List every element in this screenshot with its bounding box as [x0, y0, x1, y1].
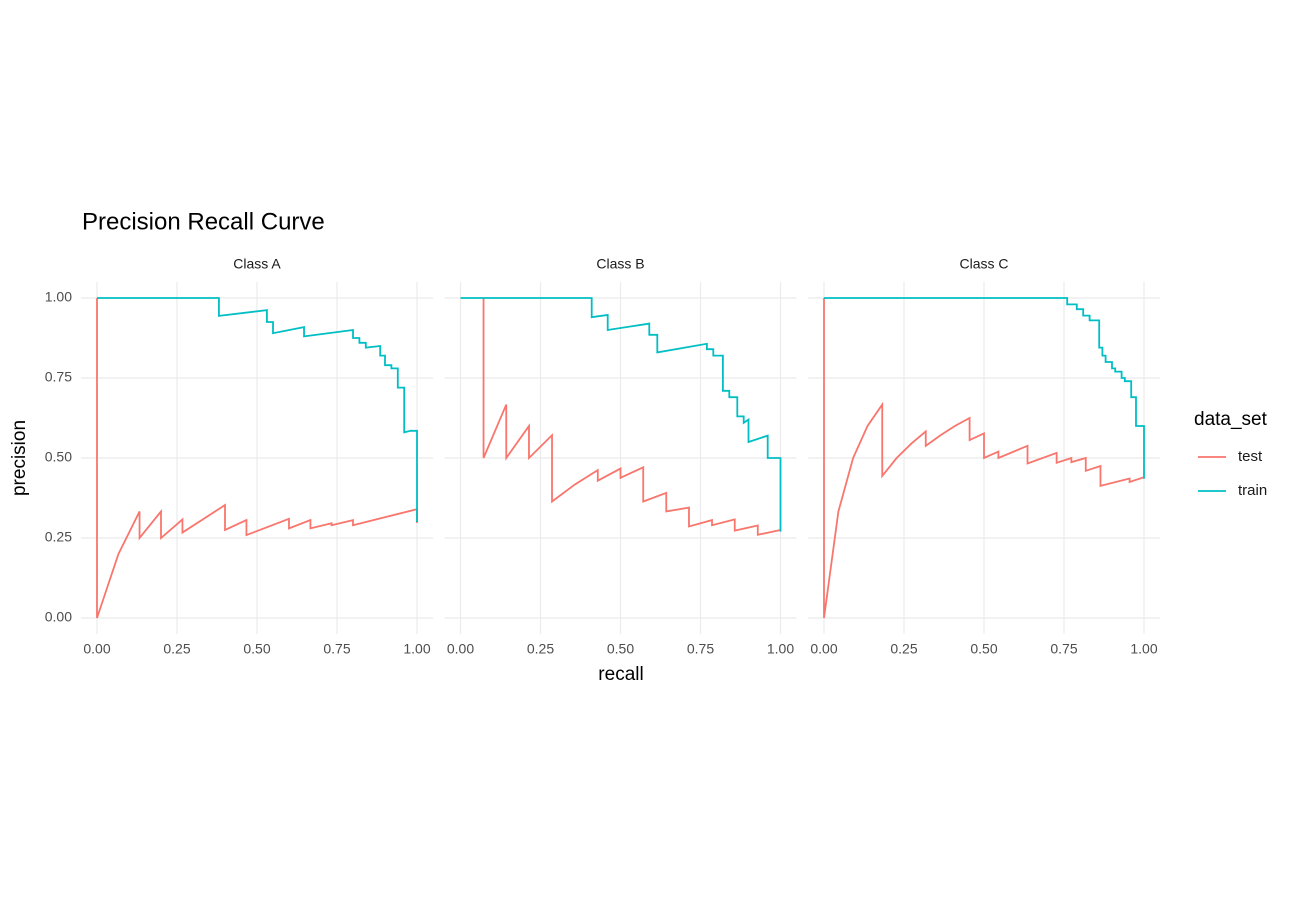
x-tick-label: 1.00 — [403, 641, 430, 657]
x-tick-label: 0.25 — [527, 641, 554, 657]
curve — [482, 298, 781, 536]
x-tick-label: 0.50 — [243, 641, 270, 657]
x-tick-label: 0.00 — [810, 641, 837, 657]
panel-title: Class B — [596, 256, 644, 272]
curve — [97, 297, 418, 522]
x-tick-label: 0.25 — [890, 641, 917, 657]
x-tick-label: 1.00 — [767, 641, 794, 657]
x-tick-label: 0.00 — [447, 641, 474, 657]
x-tick-label: 0.50 — [970, 641, 997, 657]
y-tick-label: 0.50 — [45, 449, 72, 465]
x-tick-label: 0.25 — [163, 641, 190, 657]
panel-title: Class C — [959, 256, 1008, 272]
legend-label: test — [1238, 448, 1263, 465]
x-tick-label: 0.75 — [1050, 641, 1077, 657]
y-axis-label: precision — [9, 420, 30, 496]
panel-title: Class A — [233, 256, 281, 272]
chart-title: Precision Recall Curve — [82, 208, 325, 235]
curve — [460, 297, 782, 532]
curve — [823, 298, 1145, 619]
x-tick-label: 1.00 — [1130, 641, 1157, 657]
legend-title: data_set — [1194, 409, 1268, 430]
y-tick-label: 0.25 — [45, 529, 72, 545]
x-axis-label: recall — [598, 664, 643, 685]
curve — [96, 298, 418, 619]
x-tick-label: 0.75 — [687, 641, 714, 657]
y-tick-label: 0.00 — [45, 609, 72, 625]
y-tick-label: 0.75 — [45, 369, 72, 385]
x-tick-label: 0.00 — [83, 641, 110, 657]
y-tick-label: 1.00 — [45, 289, 72, 305]
curve — [824, 297, 1145, 479]
x-tick-label: 0.50 — [607, 641, 634, 657]
x-tick-label: 0.75 — [323, 641, 350, 657]
legend-label: train — [1238, 482, 1267, 499]
